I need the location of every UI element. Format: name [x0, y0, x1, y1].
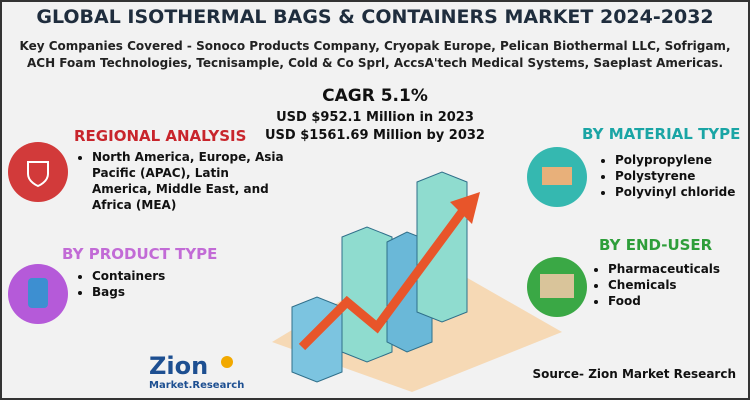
trend-arrow	[298, 209, 466, 351]
list-item: North America, Europe, Asia Pacific (APA…	[92, 149, 292, 213]
list-item: Chemicals	[608, 277, 720, 293]
section-title: BY MATERIAL TYPE	[582, 125, 741, 143]
logo-name: Zion	[149, 352, 209, 380]
cagr: CAGR 5.1%	[322, 86, 428, 106]
section-list: Pharmaceuticals Chemicals Food	[592, 261, 720, 309]
list-item: Polypropylene	[615, 152, 735, 168]
logo-tagline: Market.Research	[149, 380, 245, 391]
source: Source- Zion Market Research	[532, 367, 736, 381]
section-list: Containers Bags	[76, 268, 165, 300]
logo-dot	[221, 356, 233, 368]
section-list: Polypropylene Polystyrene Polyvinyl chlo…	[599, 152, 735, 200]
list-item: Polystyrene	[615, 168, 735, 184]
market-2032: USD $1561.69 Million by 2032	[265, 128, 485, 143]
section-title: REGIONAL ANALYSIS	[74, 127, 247, 145]
list-item: Polyvinyl chloride	[615, 184, 735, 200]
title: GLOBAL ISOTHERMAL BAGS & CONTAINERS MARK…	[36, 6, 714, 28]
section-list: North America, Europe, Asia Pacific (APA…	[76, 149, 292, 213]
list-item: Pharmaceuticals	[608, 261, 720, 277]
section-title: BY END-USER	[599, 236, 713, 254]
list-item: Food	[608, 293, 720, 309]
list-item: Bags	[92, 284, 165, 300]
companies: Key Companies Covered - Sonoco Products …	[19, 39, 731, 70]
regional-icon	[8, 142, 68, 202]
market-2023: USD $952.1 Million in 2023	[276, 110, 474, 125]
arrow-head	[450, 192, 480, 224]
section-title: BY PRODUCT TYPE	[62, 245, 218, 263]
list-item: Containers	[92, 268, 165, 284]
